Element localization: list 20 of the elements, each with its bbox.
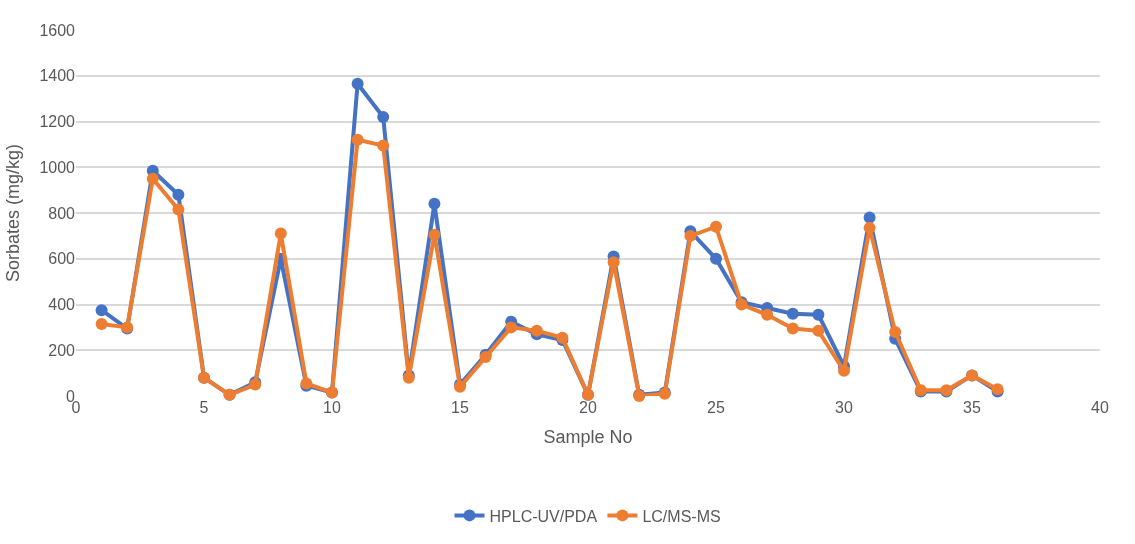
x-tick-label: 25 <box>707 399 725 416</box>
y-tick-label: 1400 <box>39 67 76 85</box>
x-tick-label: 30 <box>835 399 853 416</box>
y-tick-label: 1000 <box>39 158 76 176</box>
y-tick-label: 1600 <box>39 21 76 39</box>
x-tick-label: 15 <box>451 399 469 416</box>
x-tick-label: 20 <box>579 399 597 416</box>
x-tick-label: 5 <box>199 399 209 416</box>
y-tick-label: 200 <box>48 341 76 359</box>
x-tick-label: 40 <box>1091 399 1109 416</box>
y-tick-label: 400 <box>48 296 76 314</box>
legend-label: LC/MS-MS <box>642 507 721 525</box>
x-tick-label: 35 <box>963 399 981 416</box>
y-tick-label: 600 <box>48 250 76 268</box>
y-axis-title: Sorbates (mg/kg) <box>2 143 23 283</box>
x-tick-label: 10 <box>323 399 341 416</box>
x-axis-title: Sample No <box>543 427 633 448</box>
legend-label: HPLC-UV/PDA <box>489 507 598 525</box>
y-tick-label: 1200 <box>39 113 76 131</box>
y-tick-label: 800 <box>48 204 76 222</box>
